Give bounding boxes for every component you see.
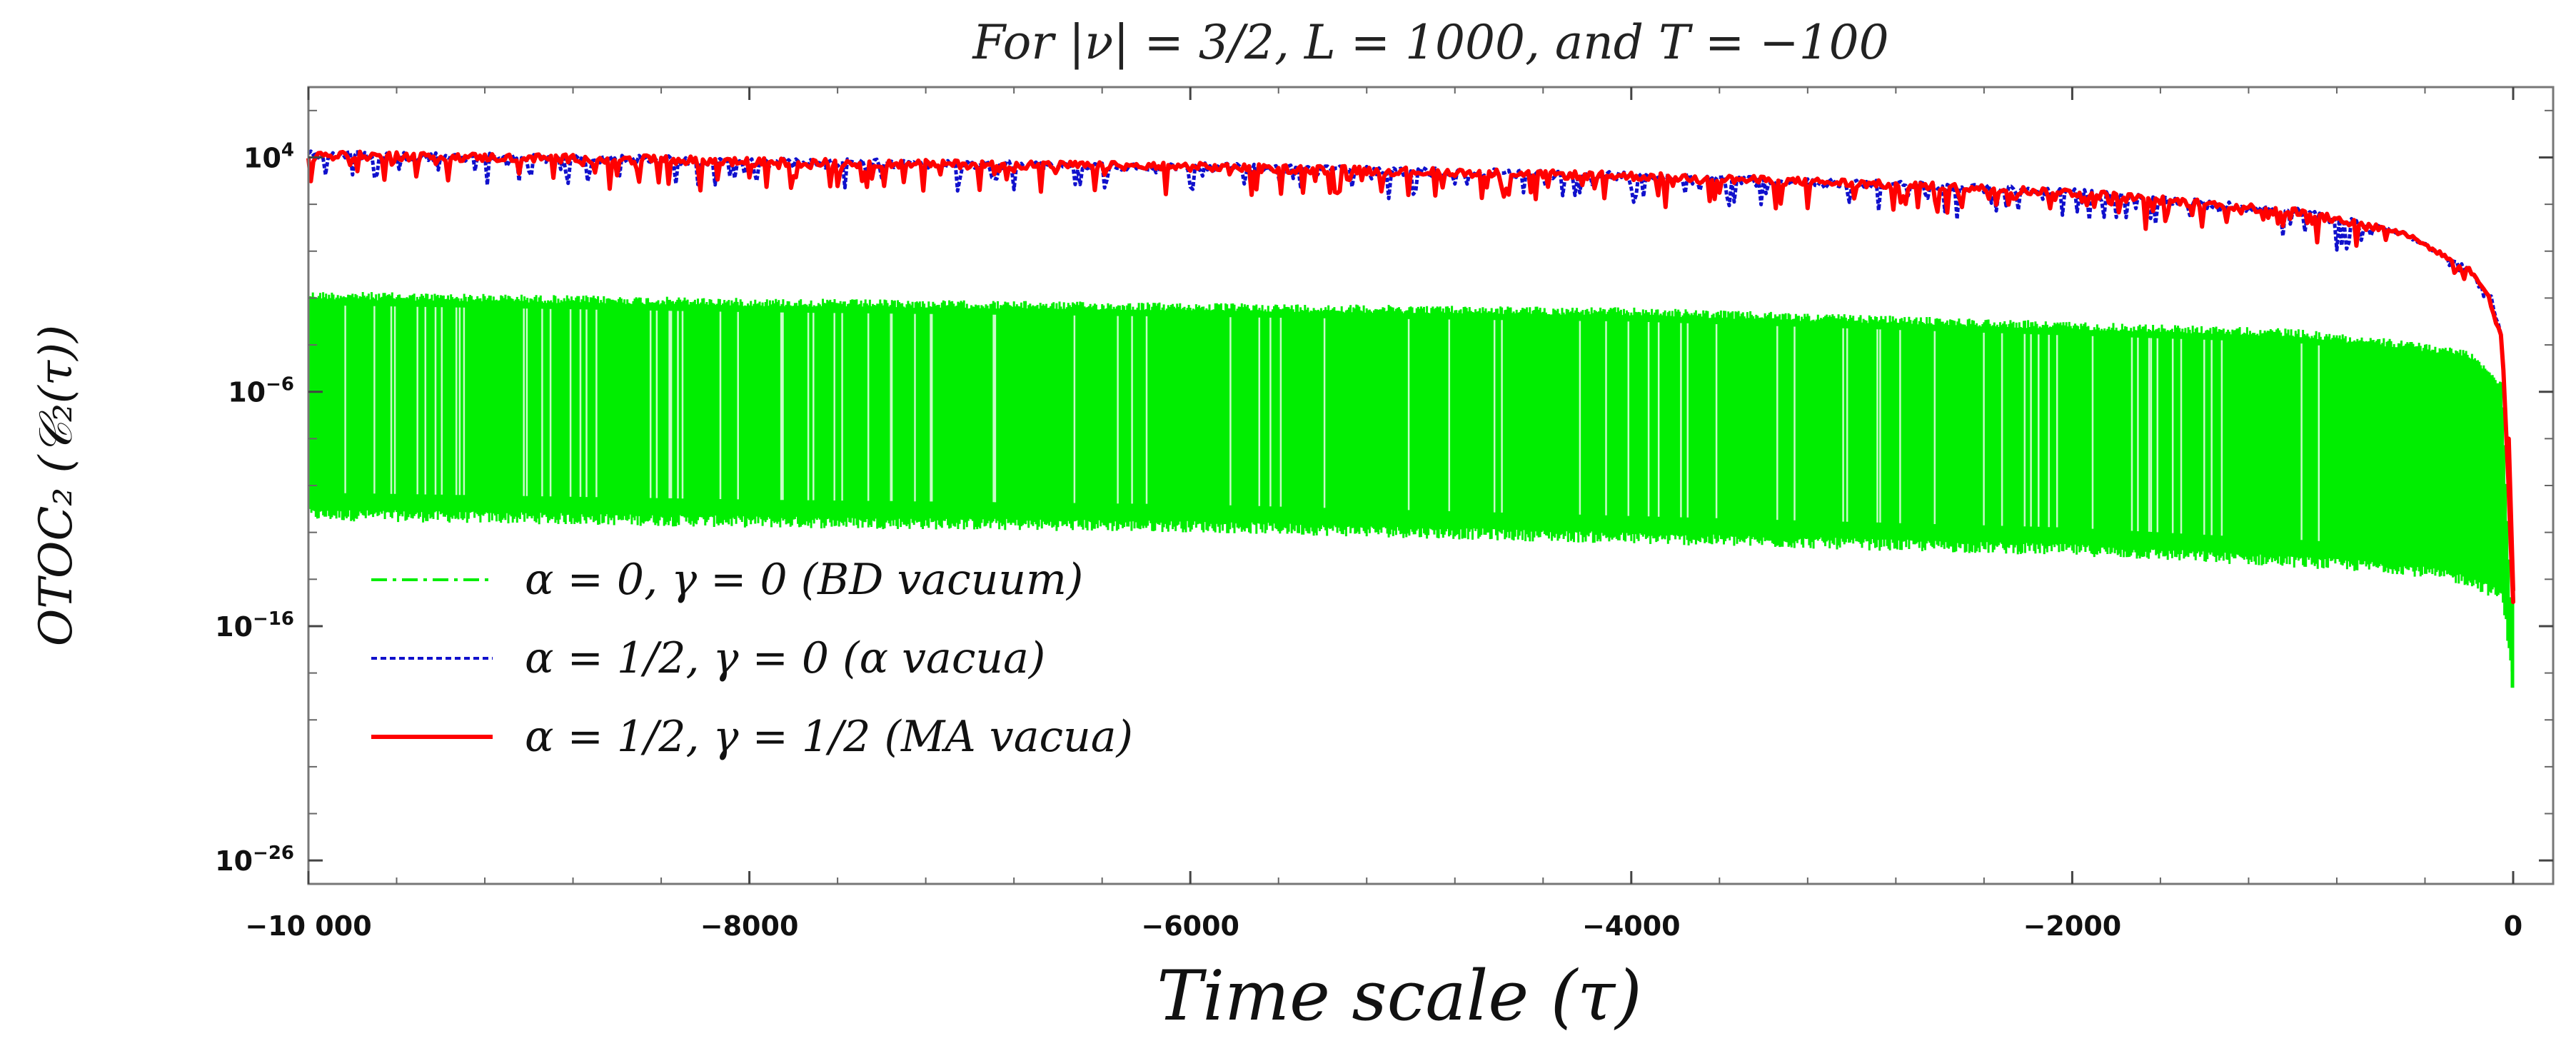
legend-label: α = 0, γ = 0 (BD vacuum)	[525, 555, 1083, 605]
x-tick-label: −2000	[2023, 910, 2122, 942]
series-bd-vacuum-gaps	[344, 306, 2320, 541]
data-bands	[307, 292, 2515, 688]
y-tick-label: 10−26	[215, 843, 294, 877]
x-tick-label: 0	[2504, 910, 2522, 942]
x-tick-label: −4000	[1582, 910, 1681, 942]
x-tick-label: −10 000	[245, 910, 371, 942]
data-lines	[306, 149, 2515, 605]
y-axis: 104 10−6 10−16 10−26	[215, 109, 2553, 877]
y-axis-label: OTOC₂ (𝒞₂(τ))	[30, 325, 83, 646]
series-bd-vacuum-band	[307, 292, 2515, 682]
y-tick-label: 104	[243, 139, 294, 174]
legend-label: α = 1/2, γ = 0 (α vacua)	[525, 633, 1045, 683]
x-tick-label: −6000	[1141, 910, 1239, 942]
y-tick-label: 10−6	[228, 374, 294, 408]
y-tick-label: 10−16	[215, 608, 294, 643]
x-axis-label: Time scale (τ)	[1157, 956, 1641, 1036]
series-ma-vacua-line	[306, 149, 2515, 605]
chart-title: For |ν| = 3/2, L = 1000, and T = −100	[972, 15, 1888, 70]
legend: α = 0, γ = 0 (BD vacuum) α = 1/2, γ = 0 (…	[371, 555, 1133, 762]
series-alpha-vacua-line	[307, 149, 2515, 593]
x-axis: −10 000 −8000 −6000 −4000 −2000 0	[245, 87, 2522, 942]
x-tick-label: −8000	[700, 910, 799, 942]
legend-label: α = 1/2, γ = 1/2 (MA vacua)	[525, 712, 1133, 762]
